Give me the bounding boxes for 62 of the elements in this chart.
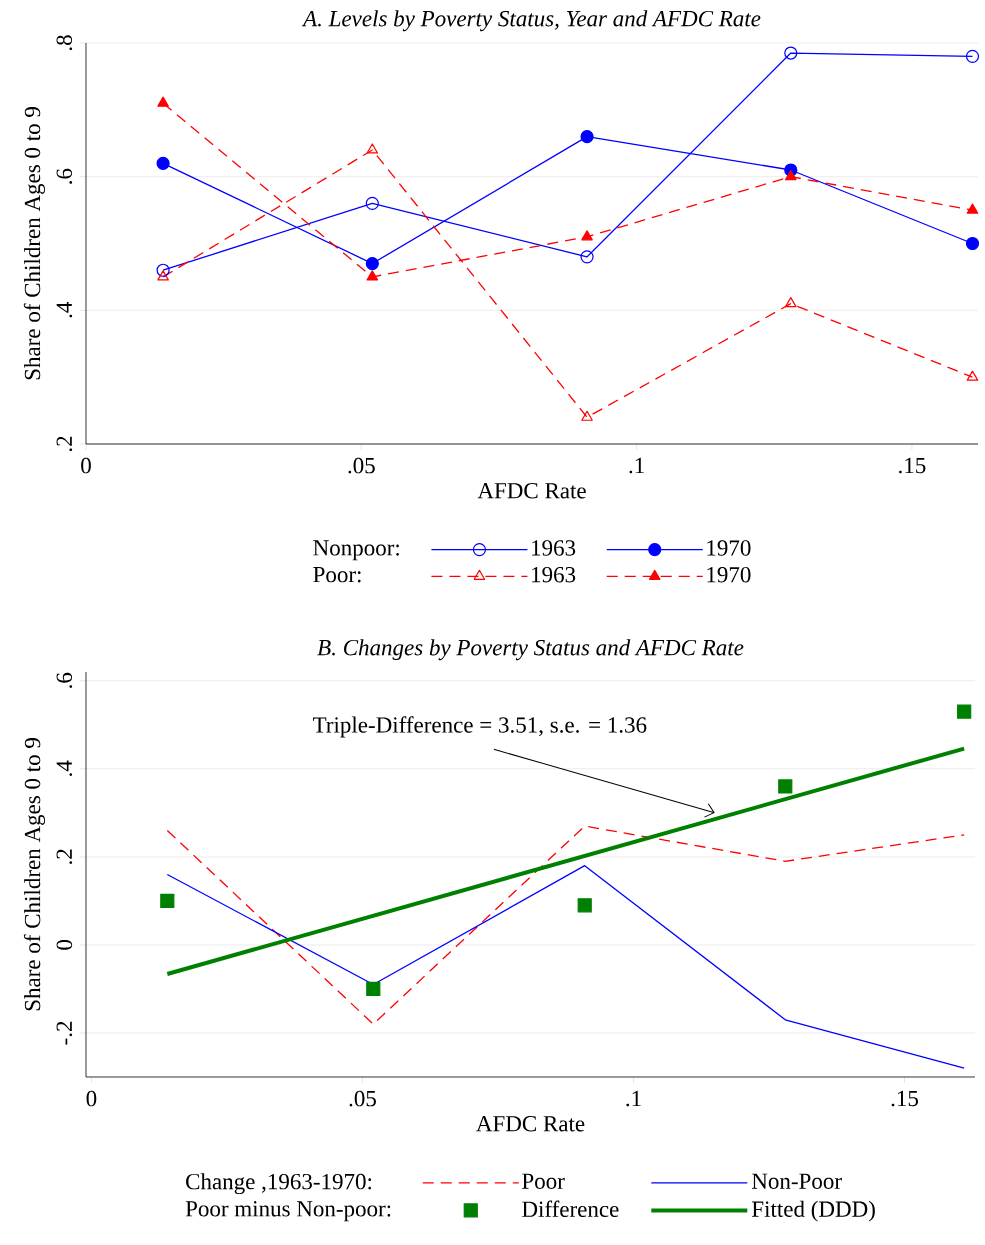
y-tick-label: .2 — [56, 436, 73, 452]
annotation: Triple-Difference = 3.51, s.e. = 1.36 — [313, 716, 647, 738]
point — [365, 196, 379, 210]
x-tick-label: 0 — [81, 457, 91, 474]
legend-label: 1963 — [532, 540, 576, 556]
line-series — [166, 865, 965, 1069]
legend-label: 1970 — [707, 566, 751, 583]
point — [366, 143, 379, 154]
text: Nonpoor: — [313, 540, 399, 561]
point — [365, 256, 379, 271]
point — [778, 779, 793, 794]
point — [784, 297, 797, 308]
point — [784, 46, 798, 60]
chart-title: A. Levels by Poverty Status, Year and AFDC Rate — [301, 10, 761, 32]
y-tick-label: 0 — [56, 940, 73, 950]
x-axis-title: AFDC Rate — [476, 1116, 585, 1132]
legend-label: 1970 — [707, 540, 751, 556]
point — [784, 170, 797, 181]
point — [160, 893, 175, 909]
y-tick-label: .6 — [56, 168, 73, 184]
y-tick-label: .4 — [56, 302, 73, 318]
point — [156, 263, 170, 277]
point — [577, 898, 592, 913]
legend-label: Fitted (DDD) — [751, 1200, 875, 1222]
point — [156, 156, 170, 170]
point — [581, 410, 593, 421]
point — [580, 129, 594, 144]
text: Poor minus Non-poor: — [185, 1201, 391, 1222]
text: Change ,1963-1970: — [186, 1173, 372, 1195]
x-tick-label: .05 — [349, 1090, 376, 1107]
x-tick-label: 0 — [86, 1090, 97, 1107]
y-tick-label: -.2 — [56, 1021, 73, 1045]
y-tick-label: .6 — [56, 672, 73, 688]
legend-label: Poor — [522, 1173, 565, 1189]
legend-label: Non-Poor — [751, 1173, 842, 1189]
point — [366, 270, 379, 281]
point — [966, 370, 979, 381]
point — [580, 250, 594, 264]
point — [965, 236, 980, 251]
chart-title: B. Changes by Poverty Status and AFDC Rate — [317, 639, 744, 661]
x-tick-label: .15 — [899, 457, 926, 474]
point — [966, 203, 979, 214]
legend-label: Difference — [522, 1200, 619, 1218]
x-tick-label: .1 — [629, 457, 644, 474]
y-axis-title: Share of Children Ages 0 to 9 — [23, 738, 46, 1011]
x-tick-label: .1 — [626, 1090, 641, 1107]
point — [581, 230, 593, 241]
y-tick-label: .4 — [56, 760, 73, 776]
line-series — [166, 825, 965, 1025]
x-axis-title: AFDC Rate — [477, 483, 586, 499]
y-axis-title: Share of Children Ages 0 to 9 — [23, 107, 45, 380]
x-tick-label: .15 — [891, 1090, 918, 1107]
y-tick-label: .8 — [56, 35, 73, 51]
text: Poor: — [313, 567, 361, 583]
point — [157, 270, 169, 281]
point — [957, 704, 972, 719]
point — [366, 981, 381, 997]
point — [965, 49, 980, 63]
legend-label: 1963 — [532, 566, 576, 583]
x-tick-label: .05 — [348, 457, 375, 474]
point — [157, 96, 169, 107]
y-tick-label: .2 — [56, 849, 73, 864]
